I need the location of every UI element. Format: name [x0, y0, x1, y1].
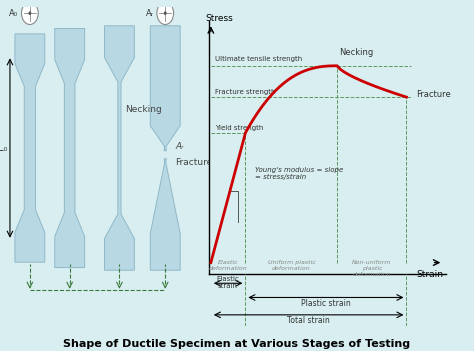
Text: Necking: Necking: [126, 105, 162, 114]
Text: Strain: Strain: [416, 270, 443, 279]
Text: Fracture: Fracture: [416, 90, 450, 99]
Text: Necking: Necking: [339, 48, 373, 57]
Text: Non-uniform
plastic
deformation: Non-uniform plastic deformation: [352, 260, 392, 277]
Circle shape: [164, 11, 167, 15]
Text: Total strain: Total strain: [287, 316, 330, 325]
Polygon shape: [55, 28, 84, 267]
Text: Ultimate tensile strength: Ultimate tensile strength: [216, 56, 303, 62]
Polygon shape: [150, 159, 180, 270]
Text: Young's modulus = slope
= stress/strain: Young's modulus = slope = stress/strain: [255, 167, 343, 180]
Polygon shape: [150, 26, 180, 151]
Polygon shape: [15, 34, 45, 262]
Text: Fracture strength: Fracture strength: [216, 89, 276, 95]
Text: L₀: L₀: [0, 143, 7, 153]
Text: Aᵣ: Aᵣ: [146, 9, 154, 18]
Text: Plastic strain: Plastic strain: [301, 298, 351, 307]
Text: Stress: Stress: [205, 14, 233, 23]
Polygon shape: [104, 26, 135, 270]
Text: Yield strength: Yield strength: [216, 125, 264, 131]
Text: Elastic
deformation: Elastic deformation: [209, 260, 247, 271]
Text: A₀: A₀: [9, 9, 18, 18]
Text: Fracture: Fracture: [175, 158, 212, 167]
Circle shape: [21, 2, 38, 25]
Text: Uniform plastic
deformation: Uniform plastic deformation: [267, 260, 315, 271]
Text: Shape of Ductile Specimen at Various Stages of Testing: Shape of Ductile Specimen at Various Sta…: [64, 339, 410, 349]
Circle shape: [28, 11, 31, 15]
Circle shape: [157, 2, 173, 25]
Text: Elastic
strain: Elastic strain: [217, 276, 239, 289]
Text: Aᵣ: Aᵣ: [175, 142, 184, 151]
